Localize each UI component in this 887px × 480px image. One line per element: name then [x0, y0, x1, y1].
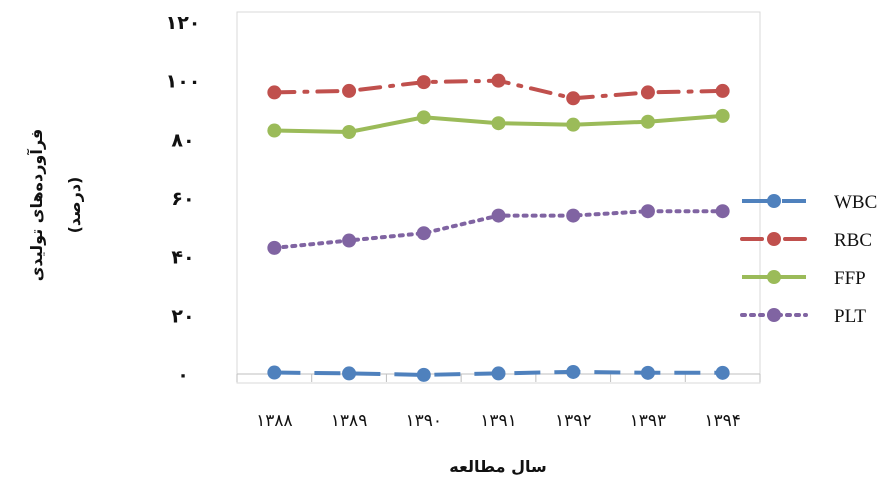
y-tick-label: ۱۲۰	[166, 12, 201, 34]
data-point-ffp	[267, 123, 282, 138]
y-tick-label: ۰	[177, 364, 189, 386]
data-point-rbc	[715, 83, 730, 98]
legend-item-wbc: WBC	[742, 192, 877, 213]
data-point-ffp	[715, 108, 730, 123]
legend-item-plt: PLT	[740, 306, 866, 327]
y-axis-title-line1: فرآورده‌های تولیدی	[26, 129, 46, 282]
data-point-plt	[491, 208, 506, 223]
data-point-ffp	[640, 114, 655, 129]
x-tick-label: ۱۳۸۸	[256, 411, 293, 431]
data-point-wbc	[715, 365, 730, 380]
data-point-ffp	[491, 116, 506, 131]
series-layer	[267, 73, 730, 382]
plot-area	[236, 11, 761, 384]
data-point-rbc	[267, 85, 282, 100]
x-tick-label: ۱۳۹۱	[480, 411, 517, 431]
y-tick-label: ۶۰	[171, 188, 194, 210]
data-point-wbc	[267, 365, 282, 380]
y-tick-label: ۲۰	[171, 305, 194, 327]
data-point-ffp	[342, 125, 357, 139]
legend-marker-rbc	[767, 232, 781, 246]
legend-marker-wbc	[767, 194, 781, 208]
y-tick-label: ۸۰	[171, 129, 194, 151]
data-point-plt	[566, 208, 581, 223]
data-point-rbc	[491, 73, 506, 88]
data-point-plt	[715, 204, 730, 219]
legend-marker-ffp	[767, 270, 781, 284]
data-point-wbc	[566, 364, 581, 379]
x-tick-label: ۱۳۸۹	[331, 411, 368, 431]
data-point-ffp	[566, 117, 581, 132]
data-point-wbc	[491, 366, 506, 381]
legend-label-wbc: WBC	[834, 192, 877, 213]
x-tick-label: ۱۳۹۲	[555, 411, 592, 431]
data-point-wbc	[416, 367, 431, 382]
legend-label-plt: PLT	[834, 306, 866, 327]
series-ffp	[267, 108, 730, 139]
data-point-rbc	[416, 75, 431, 90]
series-rbc	[267, 73, 730, 106]
data-point-ffp	[416, 110, 431, 125]
legend-label-ffp: FFP	[834, 268, 866, 289]
data-point-plt	[342, 233, 357, 248]
data-point-rbc	[566, 91, 581, 106]
data-point-plt	[267, 240, 282, 255]
legend: WBC RBC FFP PLT	[740, 192, 877, 327]
data-point-rbc	[342, 83, 357, 98]
y-axis-title-line2: (درصد)	[65, 177, 84, 234]
x-tick-label: ۱۳۹۳	[630, 411, 667, 431]
x-tick-label: ۱۳۹۴	[704, 411, 741, 431]
legend-item-ffp: FFP	[742, 268, 866, 289]
legend-item-rbc: RBC	[740, 230, 872, 251]
data-point-wbc	[342, 366, 357, 381]
series-wbc	[267, 364, 730, 382]
series-plt	[267, 204, 730, 255]
legend-marker-plt	[767, 308, 781, 322]
tick-labels: ۰ ۲۰ ۴۰ ۶۰ ۸۰ ۱۰۰ ۱۲۰ ۱۳۸۸ ۱۳۸۹ ۱۳۹۰ ۱۳۹۱ ۱۳۹۲ ۱۳۹۳ ۱…	[166, 12, 741, 431]
x-axis-title: سال مطالعه	[449, 457, 546, 476]
data-point-plt	[416, 226, 431, 241]
y-tick-label: ۱۰۰	[166, 71, 201, 93]
y-tick-label: ۴۰	[171, 247, 194, 269]
data-point-plt	[640, 204, 655, 219]
data-point-wbc	[640, 365, 655, 380]
legend-label-rbc: RBC	[834, 230, 872, 251]
data-point-rbc	[640, 85, 655, 100]
x-tick-label: ۱۳۹۰	[406, 411, 443, 431]
